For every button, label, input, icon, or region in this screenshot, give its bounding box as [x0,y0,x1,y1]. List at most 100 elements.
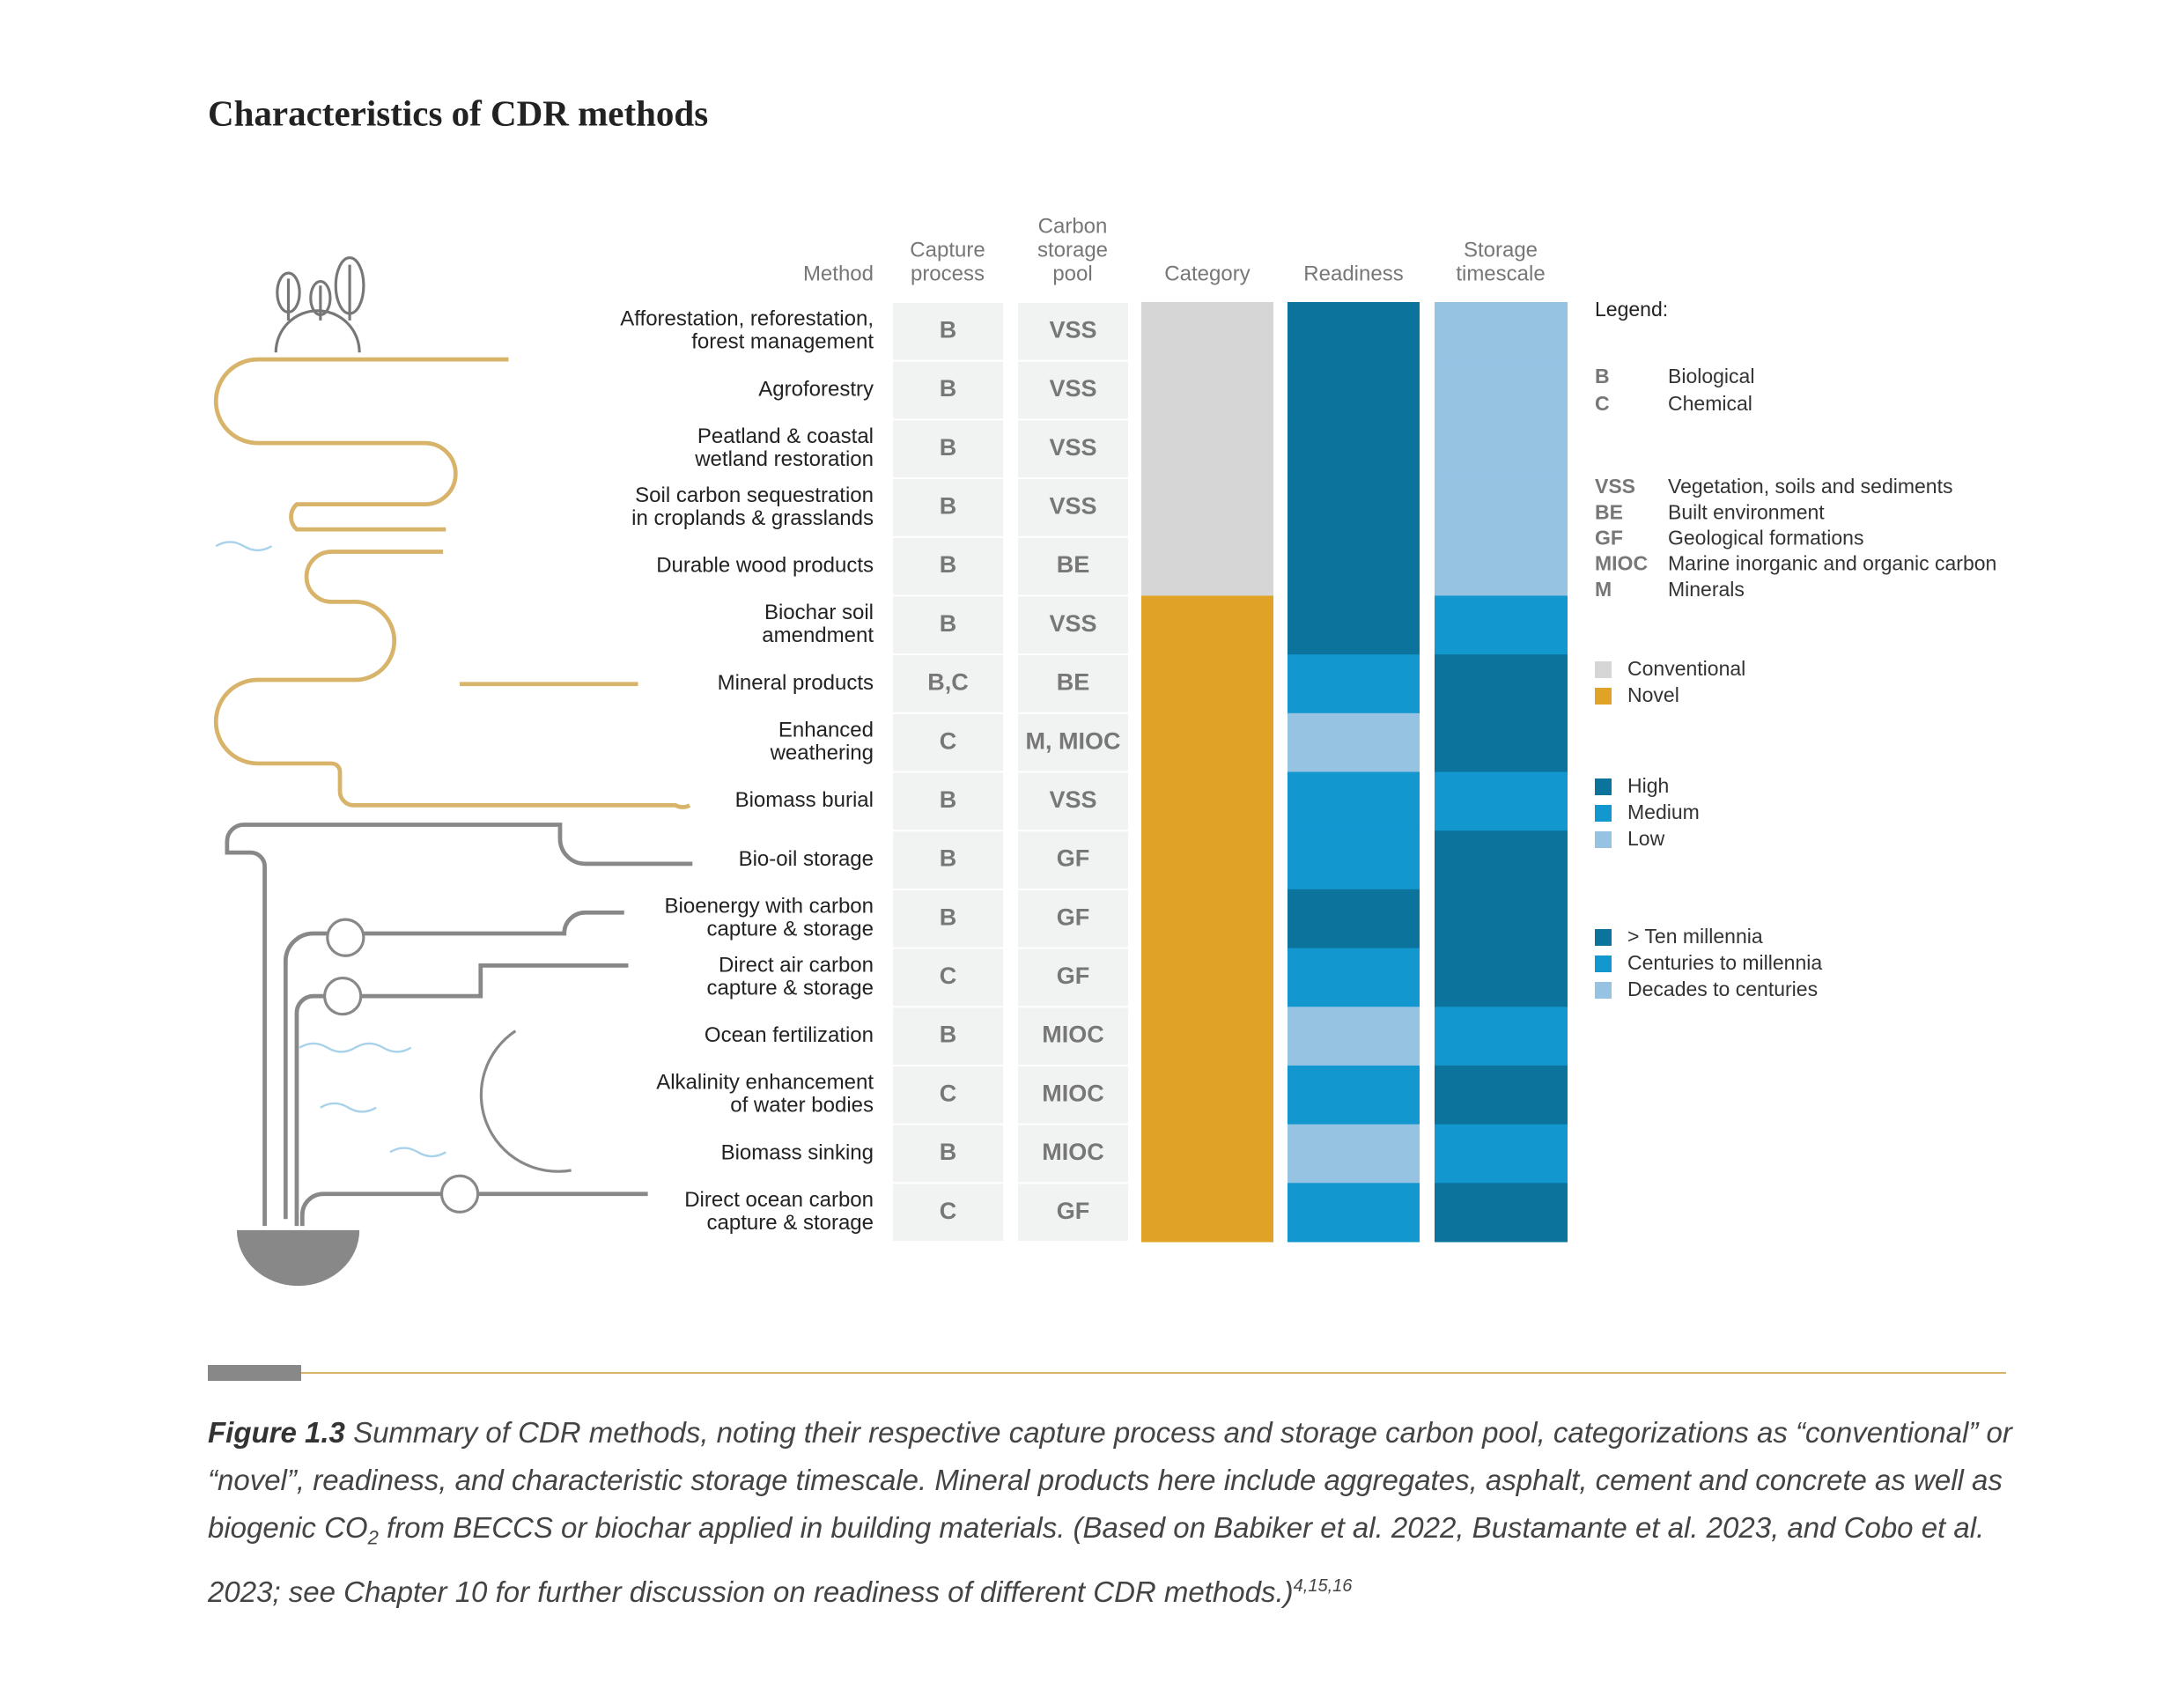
column-header: Method [803,262,874,285]
pool-cell [1018,303,1128,360]
co2-badge [323,976,363,1016]
method-label: capture & storage [707,976,874,1000]
readiness-cell [1288,712,1420,772]
timescale-cell [1435,1183,1568,1243]
trees [286,264,351,321]
capture-cell [893,303,1003,360]
timescale-cell [1435,419,1568,479]
column-header: Category [1164,262,1250,285]
category-cell [1141,654,1273,714]
legend-code: GF [1595,526,1623,549]
pool-cell [1018,596,1128,654]
legend-code: M [1595,578,1612,601]
readiness-cell [1288,830,1420,890]
method-label: Ocean fertilization [705,1023,874,1047]
readiness-cell [1288,360,1420,420]
category-cell [1141,1065,1273,1125]
method-label: in croplands & grasslands [631,506,874,530]
method-label: of water bodies [730,1094,874,1118]
column-header: process [911,262,985,285]
legend-code: BE [1595,500,1623,523]
readiness-cell [1288,536,1420,596]
legend-label: Biological [1668,365,1754,387]
waves [215,541,446,1158]
legend-label: Geological formations [1668,526,1863,549]
category-cell [1141,536,1273,596]
pool-cell [1018,948,1128,1007]
pool-code: BE [1057,669,1090,696]
method-label: Bio-oil storage [739,847,874,871]
method-label: forest management [691,330,874,354]
legend-swatch [1595,955,1612,972]
timescale-cell [1435,478,1568,538]
timescale-cell [1435,302,1568,362]
legend-label: Centuries to millennia [1627,951,1822,974]
pool-code: MIOC [1042,1080,1104,1106]
capture-code: B [940,434,957,461]
capture-code: C [940,1198,957,1224]
method-label: Direct air carbon [719,953,874,977]
tree [276,271,301,314]
reservoir [236,1229,360,1287]
readiness-cell [1288,1007,1420,1066]
pool-cell [1018,889,1128,948]
pool-code: MIOC [1042,1139,1104,1165]
capture-cell [893,596,1003,654]
column-header: pool [1052,262,1092,285]
hill [274,309,361,353]
pool-code: GF [1057,1198,1090,1224]
legend-title: Legend: [1595,298,1668,321]
method-label: capture & storage [707,1211,874,1235]
caption-text: from BECCS or biochar applied in buildin… [208,1511,1985,1608]
capture-cell [893,537,1003,595]
pool-code: GF [1057,845,1090,872]
pool-code: VSS [1049,375,1096,402]
capture-code: B,C [927,669,969,696]
caption-refs: 4,15,16 [1293,1575,1353,1596]
readiness-cell [1288,1065,1420,1125]
legend-label: Chemical [1668,392,1752,415]
capture-cell [893,713,1003,771]
readiness-cell [1288,889,1420,949]
capture-code: B [940,786,957,813]
method-label: Soil carbon sequestration [635,483,874,507]
method-label: Enhanced [778,719,874,742]
category-cell [1141,360,1273,420]
legend-label: Minerals [1668,578,1745,601]
title: Characteristics of CDR methods [208,92,708,133]
caption: Figure 1.3 Summary of CDR methods, notin… [208,1409,2013,1616]
pool-cell [1018,713,1128,771]
readiness-cell [1288,1124,1420,1184]
legend-label: Marine inorganic and organic carbon [1668,552,1996,575]
legend-label: Vegetation, soils and sediments [1668,475,1952,498]
capture-code: C [940,1080,957,1106]
category-cell [1141,771,1273,831]
capture-code: B [940,904,957,930]
column-header: Storage [1464,238,1538,262]
readiness-cell [1288,1183,1420,1243]
timescale-cell [1435,360,1568,420]
legend-code: VSS [1595,475,1635,498]
method-label: Biochar soil [764,601,874,624]
category-cell [1141,1007,1273,1066]
capture-cell [893,889,1003,948]
capture-code: B [940,316,957,343]
method-label: Mineral products [718,671,874,695]
capture-cell [893,772,1003,830]
capture-cell [893,361,1003,419]
capture-cell [893,1066,1003,1124]
column-header: Carbon [1038,214,1108,238]
pool-code: VSS [1049,786,1096,813]
capture-code: B [940,375,957,402]
capture-code: B [940,1139,957,1165]
readiness-cell [1288,419,1420,479]
legend-label: > Ten millennia [1627,925,1763,948]
timescale-cell [1435,595,1568,655]
pool-code: VSS [1049,610,1096,637]
legend-swatch [1595,805,1612,822]
category-cell [1141,1124,1273,1184]
timescale-cell [1435,654,1568,714]
capture-cell [893,1125,1003,1183]
legend-swatch [1595,982,1612,999]
legend: Legend: B Biological C Chemical VSS Vegetation… [1595,298,1996,1000]
